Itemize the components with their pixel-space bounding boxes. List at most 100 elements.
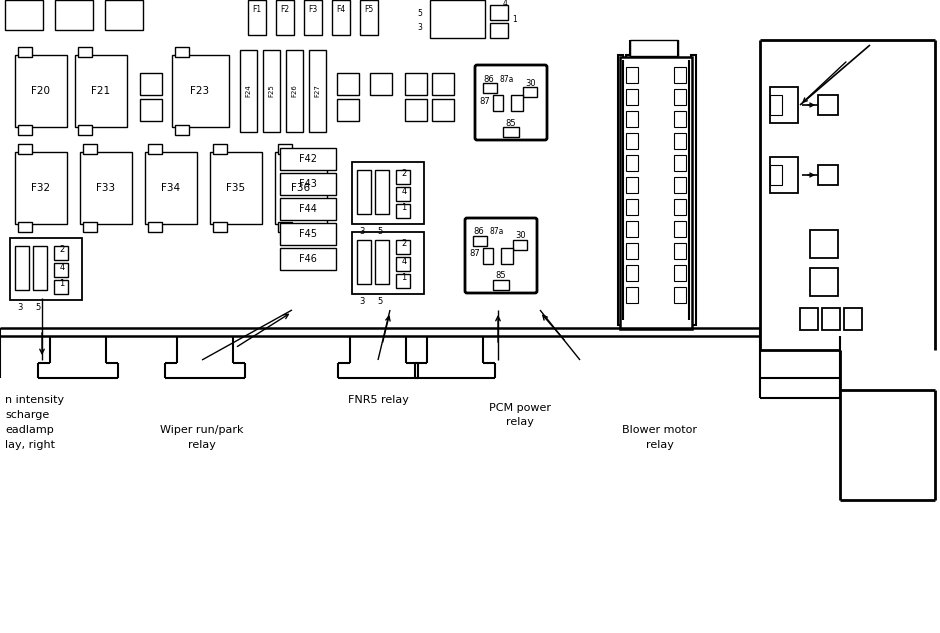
Text: 87: 87 xyxy=(470,249,480,258)
Text: 4: 4 xyxy=(503,0,508,8)
Bar xyxy=(357,170,371,214)
Bar xyxy=(483,83,497,93)
Bar xyxy=(674,133,686,149)
Bar xyxy=(626,133,638,149)
Text: 86: 86 xyxy=(483,75,494,84)
Text: 2: 2 xyxy=(401,239,407,249)
Text: F36: F36 xyxy=(291,183,310,193)
Bar xyxy=(248,0,266,35)
Bar xyxy=(276,0,294,35)
Bar xyxy=(360,0,378,35)
Bar xyxy=(10,238,82,300)
Text: 5: 5 xyxy=(36,303,40,311)
Bar xyxy=(626,265,638,281)
Bar xyxy=(337,99,359,121)
Bar xyxy=(674,111,686,127)
Bar xyxy=(78,125,92,135)
Bar xyxy=(280,198,336,220)
Text: F1: F1 xyxy=(253,6,261,15)
Text: F2: F2 xyxy=(280,6,290,15)
Bar xyxy=(357,240,371,284)
Text: 2: 2 xyxy=(59,246,65,254)
Text: F34: F34 xyxy=(162,183,180,193)
Text: relay: relay xyxy=(188,440,216,450)
Bar xyxy=(148,222,162,232)
Bar xyxy=(630,40,678,56)
Text: F4: F4 xyxy=(337,6,346,15)
Bar xyxy=(140,99,162,121)
Text: eadlamp: eadlamp xyxy=(5,425,54,435)
Bar xyxy=(309,50,326,132)
Bar xyxy=(213,222,227,232)
Text: F42: F42 xyxy=(299,154,317,164)
Bar xyxy=(626,177,638,193)
Bar xyxy=(5,0,43,30)
Text: 5: 5 xyxy=(377,227,383,235)
Text: 4: 4 xyxy=(401,187,407,196)
Bar xyxy=(503,127,519,137)
Bar xyxy=(493,95,503,111)
Text: 1: 1 xyxy=(401,203,407,213)
Bar xyxy=(304,0,322,35)
Bar xyxy=(396,257,410,271)
Text: 86: 86 xyxy=(474,227,484,237)
Text: F46: F46 xyxy=(299,254,317,264)
Bar xyxy=(75,55,127,127)
Bar xyxy=(513,240,527,250)
Bar xyxy=(18,125,32,135)
Text: Wiper run/park: Wiper run/park xyxy=(160,425,243,435)
Text: 3: 3 xyxy=(359,227,365,235)
Bar xyxy=(810,268,838,296)
FancyBboxPatch shape xyxy=(465,218,537,293)
Bar xyxy=(674,89,686,105)
Text: F32: F32 xyxy=(31,183,51,193)
Bar xyxy=(770,157,798,193)
Bar xyxy=(105,0,143,30)
Text: F43: F43 xyxy=(299,179,317,189)
Bar xyxy=(501,248,513,264)
Bar xyxy=(405,99,427,121)
Text: 4: 4 xyxy=(59,263,65,272)
Text: F3: F3 xyxy=(308,6,318,15)
Bar xyxy=(286,50,303,132)
Bar xyxy=(175,125,189,135)
Bar xyxy=(370,73,392,95)
Bar xyxy=(275,152,327,224)
Text: F5: F5 xyxy=(365,6,373,15)
Bar xyxy=(396,240,410,254)
Bar xyxy=(83,222,97,232)
Bar xyxy=(810,230,838,258)
Bar xyxy=(337,73,359,95)
Text: F24: F24 xyxy=(245,85,251,97)
Bar xyxy=(674,67,686,83)
Bar xyxy=(15,55,67,127)
Text: 4: 4 xyxy=(401,256,407,265)
Text: F44: F44 xyxy=(299,204,317,214)
Text: 30: 30 xyxy=(525,78,537,87)
Bar xyxy=(15,246,29,290)
Bar xyxy=(396,274,410,288)
Bar xyxy=(278,222,292,232)
Bar xyxy=(523,87,537,97)
Text: scharge: scharge xyxy=(5,410,49,420)
Bar xyxy=(432,99,454,121)
Bar xyxy=(375,170,389,214)
Text: 5: 5 xyxy=(377,296,383,306)
Text: 85: 85 xyxy=(495,272,507,280)
Text: F23: F23 xyxy=(191,86,210,96)
Text: PCM power: PCM power xyxy=(489,403,551,413)
Text: 5: 5 xyxy=(417,9,422,18)
Bar xyxy=(620,57,692,329)
Text: F21: F21 xyxy=(91,86,111,96)
Text: F45: F45 xyxy=(299,229,317,239)
Bar xyxy=(83,144,97,154)
Bar xyxy=(674,155,686,171)
Bar xyxy=(396,204,410,218)
Bar xyxy=(511,95,523,111)
Bar xyxy=(483,248,493,264)
Bar xyxy=(18,144,32,154)
Bar xyxy=(626,287,638,303)
Bar xyxy=(800,308,818,330)
Bar xyxy=(15,152,67,224)
Bar xyxy=(280,173,336,195)
